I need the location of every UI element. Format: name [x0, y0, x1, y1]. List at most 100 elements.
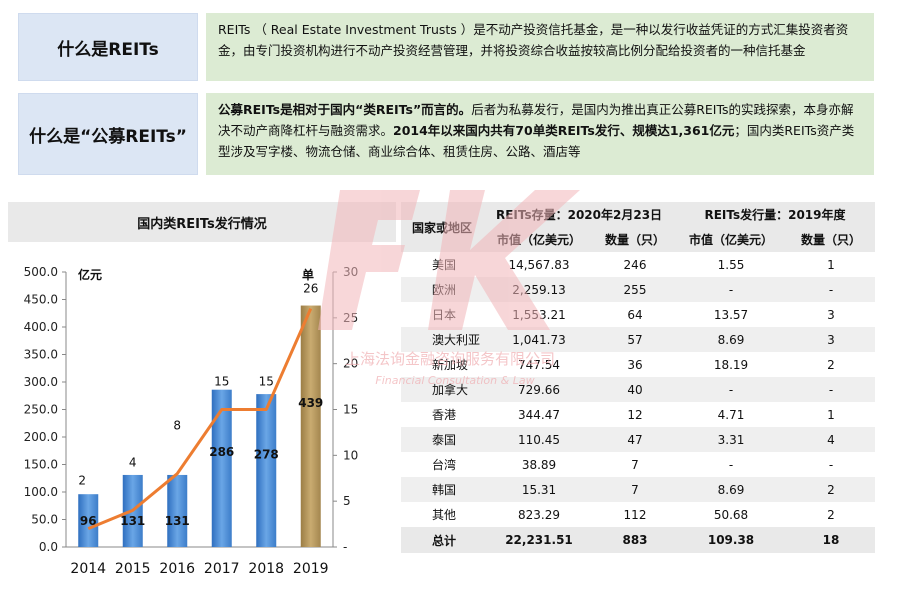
value-cell: - [787, 377, 875, 402]
what-is-reits-description-text: REITs （ Real Estate Investment Trusts ）是… [218, 22, 849, 58]
y-left-tick-label: 150.0 [24, 458, 58, 472]
value-cell: 47 [595, 427, 675, 452]
series-line [87, 308, 313, 531]
value-cell: - [787, 452, 875, 477]
value-cell: 1 [787, 252, 875, 277]
y-right-tick-label: 20 [343, 357, 358, 371]
bar-data-label: 286 [209, 445, 234, 459]
country-cell: 台湾 [401, 452, 483, 477]
value-cell: 2 [787, 352, 875, 377]
public-reits-desc-normal-1: 后者为私募发行，是国内为推出真正公募REITs的实践探索，本身亦解决不动产商降杠… [218, 102, 854, 138]
table-row: 韩国 15.31 7 8.69 2 [401, 477, 875, 502]
line-data-label: 2 [78, 474, 86, 488]
country-cell: 韩国 [401, 477, 483, 502]
y-left-tick-label: 250.0 [24, 403, 58, 417]
line-data-label: 15 [214, 375, 229, 389]
subcol-stock-count: 数量（只） [595, 227, 675, 252]
value-cell: 8.69 [675, 477, 787, 502]
value-cell: 2 [787, 502, 875, 527]
what-is-reits-label-text: 什么是REITs [57, 39, 159, 60]
value-cell: 50.68 [675, 502, 787, 527]
subcol-issue-count: 数量（只） [787, 227, 875, 252]
value-cell: - [675, 377, 787, 402]
value-cell: 2,259.13 [483, 277, 595, 302]
value-cell: 57 [595, 327, 675, 352]
total-label: 总计 [401, 527, 483, 553]
table-row: 澳大利亚 1,041.73 57 8.69 3 [401, 327, 875, 352]
y-right-tick-label: 10 [343, 448, 358, 462]
y-right-tick-label: 25 [343, 311, 358, 325]
country-cell: 香港 [401, 402, 483, 427]
issuance-chart: 0.0 50.0 100.0 150.0 200.0 250.0 300.0 350.0 400… [24, 265, 359, 577]
public-reits-desc-bold-2: 2014年以来国内共有70单类REITs发行、规模达1,361亿元 [393, 123, 735, 138]
value-cell: 2 [787, 477, 875, 502]
country-cell: 加拿大 [401, 377, 483, 402]
table-row: 台湾 38.89 7- - [401, 452, 875, 477]
x-tick-label: 2016 [159, 561, 195, 577]
table-total-row: 总计 22,231.51 883 109.38 18 [401, 527, 875, 553]
bar [78, 494, 99, 547]
group-stock-header: REITs存量：2020年2月23日 [483, 202, 675, 227]
y-left-tick-label: 0.0 [39, 540, 58, 554]
y-right-tick-label: 15 [343, 403, 358, 417]
y-left-tick-label: 350.0 [24, 348, 58, 362]
country-cell: 美国 [401, 252, 483, 277]
y-right-unit-label: 单 [302, 267, 314, 282]
value-cell: 110.45 [483, 427, 595, 452]
total-stock-value: 22,231.51 [483, 527, 595, 553]
value-cell: 14,567.83 [483, 252, 595, 277]
country-cell: 日本 [401, 302, 483, 327]
bar [256, 394, 277, 547]
table-row: 新加坡 747.54 36 18.19 2 [401, 352, 875, 377]
table-row: 加拿大 729.66 40- - [401, 377, 875, 402]
value-cell: 3 [787, 302, 875, 327]
y-left-tick-label: 400.0 [24, 320, 58, 334]
subcol-issue-value: 市值（亿美元） [675, 227, 787, 252]
x-tick-label: 2017 [204, 561, 240, 577]
x-tick-label: 2018 [248, 561, 284, 577]
what-is-reits-description: REITs （ Real Estate Investment Trusts ）是… [206, 13, 874, 81]
value-cell: 729.66 [483, 377, 595, 402]
country-cell: 澳大利亚 [401, 327, 483, 352]
country-cell: 欧洲 [401, 277, 483, 302]
y-left-unit-label: 亿元 [78, 267, 102, 282]
line-data-label: 26 [303, 282, 318, 296]
value-cell: 40 [595, 377, 675, 402]
total-issue-count: 18 [787, 527, 875, 553]
bar-data-label: 96 [80, 514, 97, 528]
value-cell: 112 [595, 502, 675, 527]
value-cell: 8.69 [675, 327, 787, 352]
table-row: 日本 1,553.21 64 13.57 3 [401, 302, 875, 327]
total-issue-value: 109.38 [675, 527, 787, 553]
value-cell: 7 [595, 477, 675, 502]
value-cell: - [675, 277, 787, 302]
value-cell: 823.29 [483, 502, 595, 527]
y-right-tick-label: - [343, 540, 347, 554]
chart-title-text: 国内类REITs发行情况 [137, 216, 267, 232]
line-data-label: 4 [129, 455, 137, 469]
y-right-tick-label: 30 [343, 265, 358, 279]
bar-data-label: 131 [165, 514, 190, 528]
bar [211, 389, 232, 547]
value-cell: 3.31 [675, 427, 787, 452]
value-cell: - [787, 277, 875, 302]
value-cell: 1.55 [675, 252, 787, 277]
value-cell: 1,041.73 [483, 327, 595, 352]
value-cell: 255 [595, 277, 675, 302]
bar-data-label: 439 [298, 396, 323, 410]
value-cell: 3 [787, 327, 875, 352]
group-issuance-header: REITs发行量：2019年度 [675, 202, 875, 227]
value-cell: 344.47 [483, 402, 595, 427]
table-row: 美国 14,567.83 246 1.55 1 [401, 252, 875, 277]
value-cell: 12 [595, 402, 675, 427]
line-data-label: 15 [259, 375, 274, 389]
value-cell: 13.57 [675, 302, 787, 327]
value-cell: 747.54 [483, 352, 595, 377]
y-left-tick-label: 450.0 [24, 293, 58, 307]
value-cell: 7 [595, 452, 675, 477]
y-right-tick-label: 5 [343, 494, 351, 508]
y-left-tick-label: 300.0 [24, 375, 58, 389]
country-cell: 新加坡 [401, 352, 483, 377]
value-cell: 1 [787, 402, 875, 427]
y-left-tick-label: 200.0 [24, 430, 58, 444]
